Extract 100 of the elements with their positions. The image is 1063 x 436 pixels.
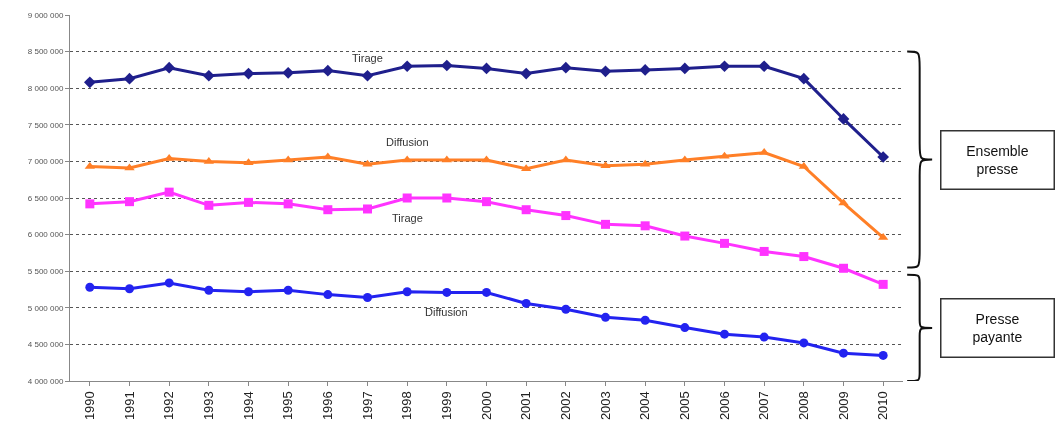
point xyxy=(164,187,174,197)
point xyxy=(442,193,452,203)
point xyxy=(361,69,374,82)
point xyxy=(323,290,333,300)
point xyxy=(283,199,293,209)
x-tick-label: 1997 xyxy=(359,391,375,421)
x-tick-label: 1999 xyxy=(439,391,455,421)
point xyxy=(720,238,729,248)
x-tick-label: 1993 xyxy=(201,391,217,421)
point xyxy=(125,197,134,207)
x-tick-label: 1992 xyxy=(161,391,177,421)
point xyxy=(123,72,136,85)
point xyxy=(482,287,491,297)
point xyxy=(482,197,491,207)
point xyxy=(85,282,95,292)
point xyxy=(599,65,612,78)
point xyxy=(164,278,174,288)
y-tick-label: 5 000 000 xyxy=(27,303,64,313)
y-tick-label: 6 500 000 xyxy=(27,193,64,203)
point xyxy=(678,62,691,75)
point xyxy=(559,61,572,74)
x-tick-label: 2005 xyxy=(677,391,693,421)
x-tick-label: 1998 xyxy=(399,391,415,421)
point xyxy=(878,350,888,360)
point xyxy=(561,211,571,221)
point xyxy=(442,287,452,297)
point xyxy=(85,199,95,209)
point xyxy=(283,285,293,295)
x-tick-label: 1991 xyxy=(121,391,137,421)
point xyxy=(362,159,373,167)
point xyxy=(839,263,848,273)
point xyxy=(202,69,215,82)
point xyxy=(680,323,690,333)
series-label: Tirage xyxy=(392,212,423,224)
point xyxy=(839,348,848,358)
y-tick-label: 7 500 000 xyxy=(27,120,64,130)
text: Presse payante xyxy=(972,310,1023,346)
point xyxy=(680,231,690,241)
x-tick-label: 1994 xyxy=(240,391,256,421)
point xyxy=(640,315,650,325)
y-tick-label: 8 500 000 xyxy=(27,47,64,57)
point xyxy=(758,60,771,73)
x-tick-label: 1990 xyxy=(82,391,98,421)
point xyxy=(124,163,135,171)
point xyxy=(163,61,176,74)
point xyxy=(402,193,412,203)
x-tick-label: 2000 xyxy=(478,391,494,421)
point xyxy=(837,113,850,125)
point xyxy=(125,284,134,294)
point xyxy=(244,287,253,297)
point xyxy=(720,329,729,339)
point xyxy=(204,200,214,210)
x-tick-label: 2009 xyxy=(835,391,851,421)
x-tick-label: 2004 xyxy=(637,391,653,421)
point xyxy=(878,279,888,289)
point xyxy=(877,151,890,163)
point xyxy=(759,246,769,256)
point xyxy=(797,72,810,85)
x-tick-label: 1996 xyxy=(320,391,336,421)
y-tick-label: 5 500 000 xyxy=(27,267,64,276)
text: Ensemble presse xyxy=(966,142,1029,178)
x-tick-label: 2007 xyxy=(756,391,772,421)
point xyxy=(601,219,610,229)
point xyxy=(244,197,253,207)
y-tick-label: 7 000 000 xyxy=(27,157,64,167)
point xyxy=(243,158,254,166)
point xyxy=(83,76,96,89)
series-label: Diffusion xyxy=(386,136,429,148)
x-tick-label: 2001 xyxy=(518,391,534,421)
x-tick-label: 2003 xyxy=(597,391,613,421)
point xyxy=(480,62,493,75)
y-tick-label: 4 500 000 xyxy=(27,340,64,350)
point xyxy=(481,155,492,163)
x-tick-label: 2010 xyxy=(875,391,891,421)
point xyxy=(759,332,769,342)
point xyxy=(204,285,214,295)
point xyxy=(323,205,333,215)
x-tick-label: 2002 xyxy=(558,391,574,421)
x-tick-label: 2008 xyxy=(796,391,812,421)
point xyxy=(561,304,571,314)
x-tick-label: 1995 xyxy=(280,391,296,421)
point xyxy=(521,205,531,215)
point xyxy=(799,338,809,348)
series-label: Tirage xyxy=(352,52,383,64)
y-tick-label: 6 000 000 xyxy=(27,230,64,240)
y-tick-label: 8 000 000 xyxy=(27,84,64,93)
point xyxy=(520,67,533,80)
point xyxy=(799,252,809,262)
y-tick-label: 4 000 000 xyxy=(27,376,64,386)
point xyxy=(601,312,610,322)
point xyxy=(600,161,611,169)
y-tick-label: 9 000 000 xyxy=(27,10,64,20)
point xyxy=(363,293,372,303)
point xyxy=(363,204,372,214)
series-label: Diffusion xyxy=(425,306,468,318)
x-tick-label: 2006 xyxy=(716,391,732,421)
point xyxy=(521,298,531,308)
point xyxy=(719,151,730,159)
point xyxy=(640,221,650,231)
point xyxy=(402,287,412,297)
